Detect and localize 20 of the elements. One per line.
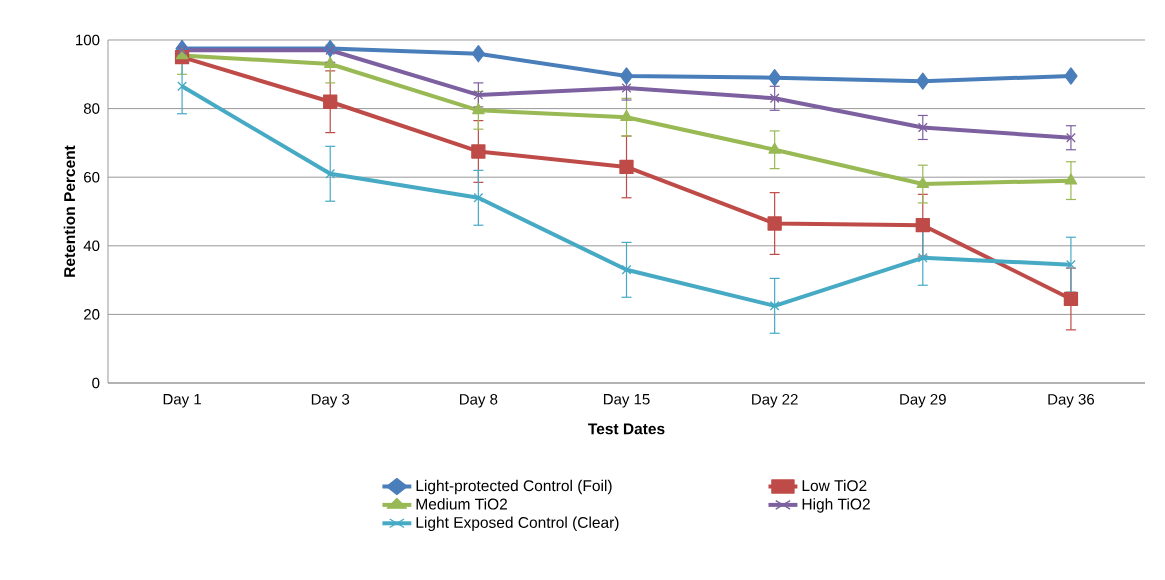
legend-label: High TiO2	[802, 498, 870, 513]
x-tick-label: Day 1	[163, 394, 201, 408]
x-tick-label: Day 29	[900, 394, 946, 408]
y-tick-label: 40	[83, 240, 100, 252]
x-axis-title: Test Dates	[588, 423, 665, 435]
y-tick-label: 100	[76, 34, 100, 46]
legend-label: Light Exposed Control (Clear)	[416, 516, 619, 532]
x-tick-label: Day 15	[603, 394, 650, 408]
y-tick-label: 60	[84, 171, 100, 183]
x-tick-label: Day 22	[752, 394, 798, 408]
x-tick-label: Day 36	[1048, 394, 1095, 408]
legend-label: Light-protected Control (Foil)	[416, 479, 612, 495]
y-tick-label: 20	[84, 309, 100, 320]
legend-label: Medium TiO2	[416, 498, 507, 510]
x-tick-label: Day 8	[460, 394, 498, 408]
legend-label: Low TiO2	[802, 479, 867, 492]
x-tick-label: Day 3	[311, 394, 350, 408]
y-tick-label: 80	[83, 103, 100, 114]
y-axis-title: Retention Percent	[63, 145, 76, 277]
y-tick-label: 0	[92, 377, 100, 389]
